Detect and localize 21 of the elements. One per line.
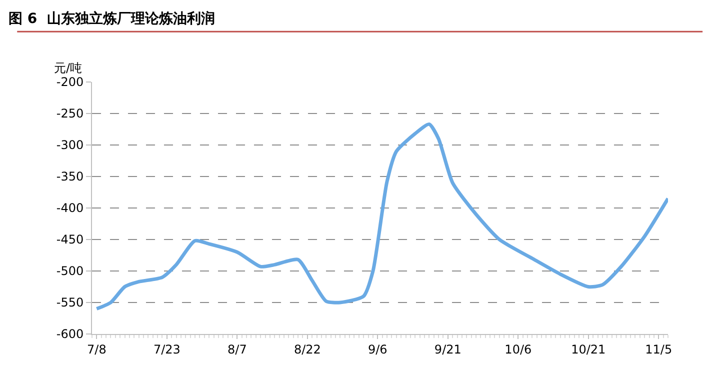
x-tick-label: 9/6 [368,342,388,356]
x-tick-label: 9/21 [434,342,462,356]
line-series [94,122,668,311]
x-tick-label: 11/5 [645,342,672,356]
x-tick-label: 10/21 [571,342,606,356]
y-tick-label: -400 [56,201,84,216]
x-tick-label: 8/22 [294,342,321,356]
y-tick-label: -350 [56,170,84,184]
x-tick-label: 8/7 [228,342,247,356]
y-tick-label: -250 [56,106,84,121]
y-tick-label: -450 [56,232,84,247]
y-tick-label: -500 [56,264,84,278]
y-tick-label: -300 [56,138,84,152]
x-tick-label: 7/8 [87,342,106,356]
chart-title: 图 6 山东独立炼厂理论炼油利润 [8,10,215,28]
y-tick-label: -600 [56,327,84,342]
y-axis-title: 元/吨 [54,61,82,75]
x-tick-label: 7/23 [153,342,180,356]
y-tick-label: -550 [56,296,84,310]
x-tick-label: 10/6 [504,342,532,356]
y-tick-label: -200 [56,75,84,90]
